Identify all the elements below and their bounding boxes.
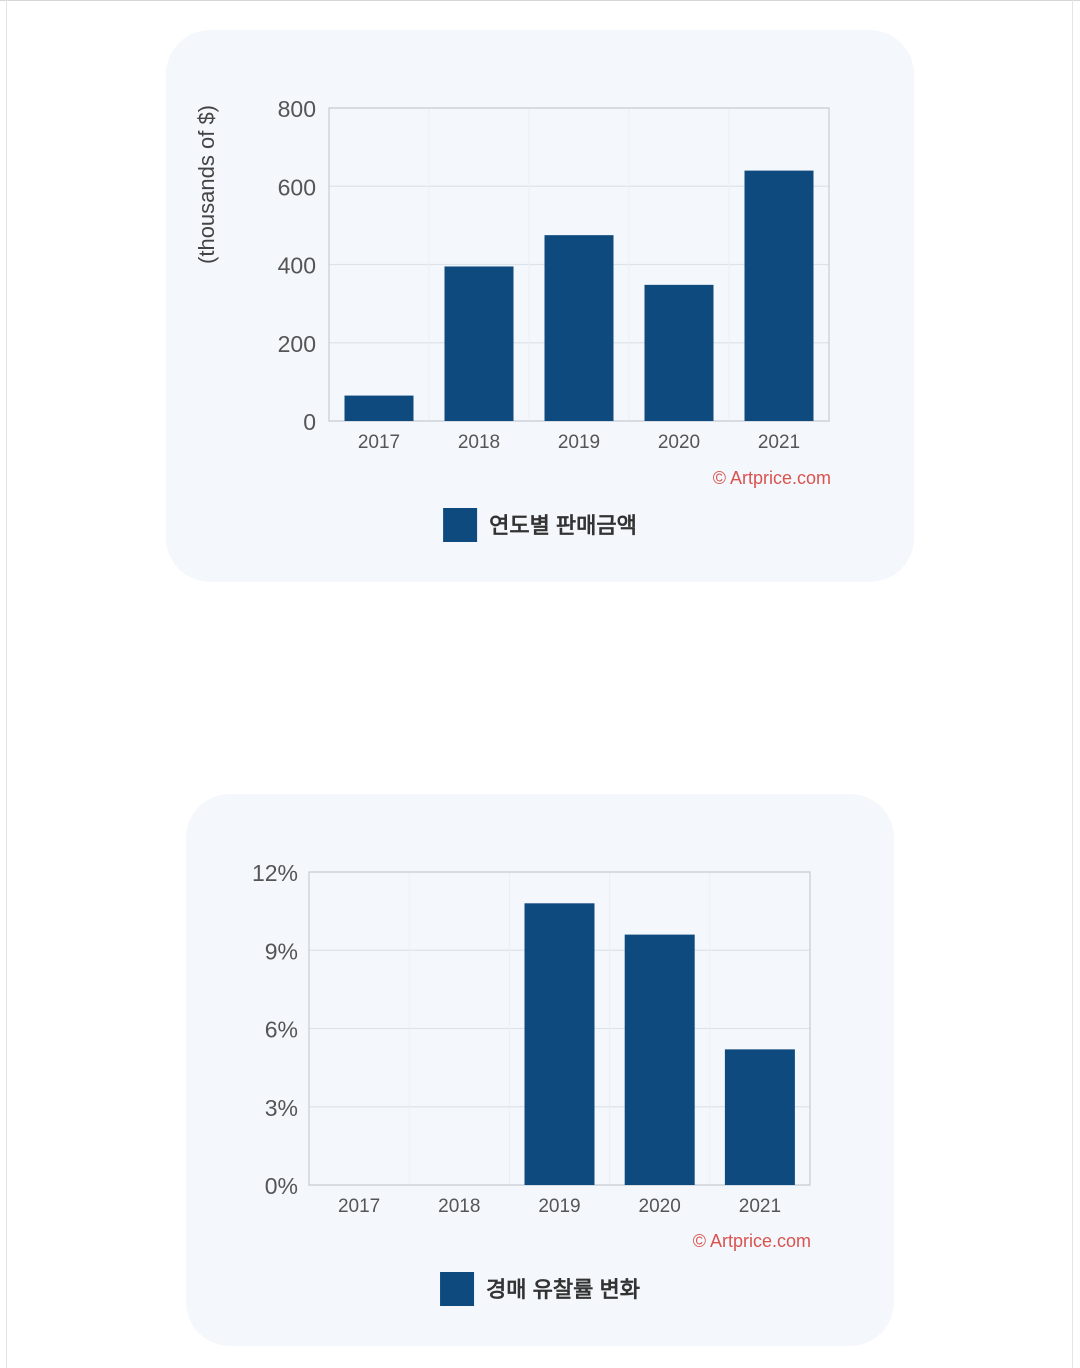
sales-chart-card: 0 200 400 600 800 2017 2018 2019 2020 2021 (thousa… [166, 30, 914, 582]
y-tick-label: 0 [303, 409, 316, 435]
y-tick-label: 12% [252, 860, 298, 886]
left-border [6, 0, 7, 1368]
failure-rate-bar-chart: 0% 3% 6% 9% 12% 2017 2018 2019 2020 2021 © Artpric… [252, 860, 811, 1306]
bar-2020 [644, 284, 714, 421]
x-tick-label: 2020 [639, 1196, 681, 1217]
legend: 연도별 판매금액 [443, 508, 637, 542]
x-tick-label: 2019 [558, 432, 600, 453]
y-tick-label: 9% [265, 938, 298, 964]
bar-2020 [624, 934, 695, 1185]
y-axis-label: (thousands of $) [194, 105, 219, 264]
x-tick-label: 2018 [438, 1196, 480, 1217]
y-tick-label: 3% [265, 1095, 298, 1121]
legend-label: 경매 유찰률 변화 [486, 1277, 640, 1302]
top-border [0, 0, 1080, 1]
y-tick-label: 400 [278, 253, 316, 279]
bar-2021 [724, 1049, 795, 1185]
source-credit: © Artprice.com [693, 1231, 811, 1251]
bar-2021 [744, 170, 814, 421]
source-credit: © Artprice.com [713, 468, 831, 488]
bar-2019 [524, 903, 595, 1185]
sales-bar-chart: 0 200 400 600 800 2017 2018 2019 2020 2021 (thousa… [194, 96, 831, 542]
legend-label: 연도별 판매금액 [489, 513, 637, 538]
failure-rate-chart-card: 0% 3% 6% 9% 12% 2017 2018 2019 2020 2021 © Artpric… [186, 794, 894, 1346]
bar-2018 [444, 266, 514, 421]
x-tick-label: 2020 [658, 432, 700, 453]
legend-swatch [443, 508, 478, 542]
legend: 경매 유찰률 변화 [440, 1272, 640, 1306]
bar-2019 [544, 235, 614, 421]
right-border [1072, 0, 1073, 1368]
x-tick-label: 2017 [358, 432, 400, 453]
x-tick-label: 2018 [458, 432, 500, 453]
bar-2017 [344, 395, 414, 421]
x-tick-label: 2019 [538, 1196, 580, 1217]
y-tick-label: 200 [278, 331, 316, 357]
legend-swatch [440, 1272, 475, 1306]
x-tick-label: 2021 [758, 432, 800, 453]
y-tick-label: 800 [278, 96, 316, 122]
x-tick-label: 2021 [739, 1196, 781, 1217]
y-tick-label: 0% [265, 1173, 298, 1199]
x-tick-label: 2017 [338, 1196, 380, 1217]
y-tick-label: 6% [265, 1017, 298, 1043]
y-tick-label: 600 [278, 174, 316, 200]
